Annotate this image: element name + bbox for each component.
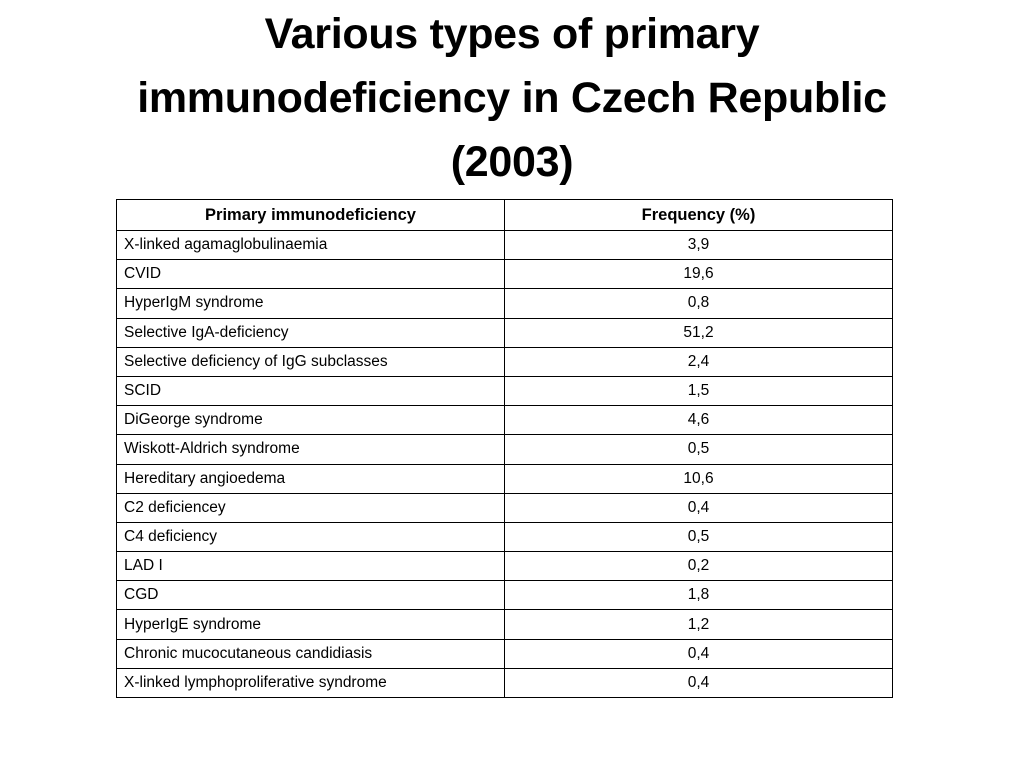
table-row: LAD I 0,2 bbox=[116, 551, 893, 582]
frequency-cell: 0,4 bbox=[504, 492, 893, 523]
frequency-cell: 0,4 bbox=[504, 638, 893, 669]
immunodeficiency-name-cell: Chronic mucocutaneous candidiasis bbox=[116, 638, 505, 669]
immunodeficiency-name-cell: C4 deficiency bbox=[116, 521, 505, 553]
immunodeficiency-name-cell: DiGeorge syndrome bbox=[116, 405, 505, 436]
title-line: Various types of primary bbox=[264, 10, 760, 58]
frequency-cell: 1,8 bbox=[504, 580, 893, 611]
table-row: X-linked lymphoproliferative syndrome 0,4 bbox=[116, 667, 893, 699]
table-row: HyperIgE syndrome 1,2 bbox=[116, 609, 893, 640]
frequency-cell: 0,5 bbox=[504, 521, 893, 553]
table-row: CGD 1,8 bbox=[116, 580, 893, 611]
frequency-cell: 0,8 bbox=[504, 288, 893, 319]
table-row: X-linked agamaglobulinaemia 3,9 bbox=[116, 229, 893, 261]
immunodeficiency-name-cell: X-linked lymphoproliferative syndrome bbox=[116, 667, 505, 699]
frequency-cell: 0,4 bbox=[504, 667, 893, 699]
column-header-frequency: Frequency (%) bbox=[504, 199, 893, 231]
frequency-cell: 0,2 bbox=[504, 551, 893, 582]
immunodeficiency-name-cell: Selective deficiency of IgG subclasses bbox=[116, 346, 505, 377]
frequency-cell: 1,5 bbox=[504, 375, 893, 407]
header-row: Primary immunodeficiency Frequency (%) bbox=[116, 199, 893, 231]
column-header-immunodeficiency: Primary immunodeficiency bbox=[116, 199, 505, 231]
immunodeficiency-name-cell: SCID bbox=[116, 375, 505, 407]
frequency-cell: 10,6 bbox=[504, 463, 893, 494]
table-row: C2 deficiencey 0,4 bbox=[116, 492, 893, 523]
table-row: SCID 1,5 bbox=[116, 375, 893, 407]
immunodeficiency-name-cell: X-linked agamaglobulinaemia bbox=[116, 229, 505, 261]
immunodeficiency-table: Primary immunodeficiency Frequency (%) X… bbox=[116, 199, 893, 699]
title-line: (2003) bbox=[450, 138, 574, 186]
table-row: HyperIgM syndrome 0,8 bbox=[116, 288, 893, 319]
immunodeficiency-name-cell: C2 deficiencey bbox=[116, 492, 505, 523]
table-row: Wiskott-Aldrich syndrome 0,5 bbox=[116, 434, 893, 465]
frequency-cell: 4,6 bbox=[504, 405, 893, 436]
immunodeficiency-name-cell: LAD I bbox=[116, 551, 505, 582]
table-header: Primary immunodeficiency Frequency (%) bbox=[116, 199, 893, 231]
frequency-cell: 19,6 bbox=[504, 259, 893, 290]
frequency-cell: 2,4 bbox=[504, 346, 893, 377]
table-row: C4 deficiency 0,5 bbox=[116, 521, 893, 553]
immunodeficiency-name-cell: HyperIgM syndrome bbox=[116, 288, 505, 319]
table-row: Chronic mucocutaneous candidiasis 0,4 bbox=[116, 638, 893, 669]
table-body: X-linked agamaglobulinaemia 3,9 CVID 19,6 Hy… bbox=[116, 229, 893, 699]
table-row: Hereditary angioedema 10,6 bbox=[116, 463, 893, 494]
immunodeficiency-name-cell: Wiskott-Aldrich syndrome bbox=[116, 434, 505, 465]
table-row: Selective IgA-deficiency 51,2 bbox=[116, 317, 893, 348]
immunodeficiency-name-cell: Hereditary angioedema bbox=[116, 463, 505, 494]
frequency-cell: 1,2 bbox=[504, 609, 893, 640]
frequency-cell: 51,2 bbox=[504, 317, 893, 348]
frequency-cell: 3,9 bbox=[504, 229, 893, 261]
immunodeficiency-name-cell: CGD bbox=[116, 580, 505, 611]
title-line: immunodeficiency in Czech Republic bbox=[137, 74, 887, 122]
table-row: DiGeorge syndrome 4,6 bbox=[116, 405, 893, 436]
table-row: Selective deficiency of IgG subclasses 2,… bbox=[116, 346, 893, 377]
immunodeficiency-name-cell: HyperIgE syndrome bbox=[116, 609, 505, 640]
frequency-cell: 0,5 bbox=[504, 434, 893, 465]
slide-title: Various types of primary immunodeficienc… bbox=[40, 2, 984, 194]
immunodeficiency-name-cell: CVID bbox=[116, 259, 505, 290]
table-row: CVID 19,6 bbox=[116, 259, 893, 290]
immunodeficiency-name-cell: Selective IgA-deficiency bbox=[116, 317, 505, 348]
